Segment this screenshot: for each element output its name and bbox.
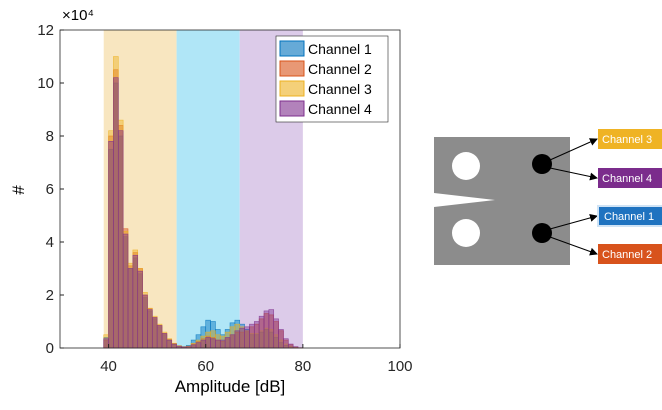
- sensor: [532, 154, 552, 174]
- legend-label: Channel 2: [308, 61, 372, 77]
- x-axis-label: Amplitude [dB]: [175, 377, 286, 396]
- x-tick-label: 100: [387, 358, 412, 375]
- y-tick-label: 12: [37, 22, 54, 39]
- histogram-bar: [162, 333, 167, 348]
- legend-swatch: [280, 81, 304, 96]
- specimen-diagram: Channel 3 Channel 4 Channel 1 Channel 2: [434, 129, 662, 265]
- histogram-bar: [235, 331, 240, 348]
- histogram-bar: [118, 131, 123, 348]
- histogram-bar: [157, 325, 162, 348]
- y-tick-label: 2: [46, 287, 54, 304]
- y-tick-label: 0: [46, 340, 54, 357]
- histogram-bar: [211, 339, 216, 348]
- x-tick-label: 60: [197, 358, 214, 375]
- histogram-bar: [283, 339, 288, 348]
- y-tick-label: 4: [46, 234, 54, 251]
- y-axis-label: #: [9, 185, 28, 195]
- band: [177, 30, 240, 348]
- histogram-bar: [147, 310, 152, 348]
- histogram-bar: [128, 269, 133, 349]
- histogram-bar: [215, 340, 220, 348]
- hole: [452, 219, 480, 247]
- histogram-bar: [191, 345, 196, 348]
- histogram-bar: [143, 295, 148, 348]
- histogram-bar: [113, 78, 118, 348]
- exponent-label: ×10⁴: [62, 7, 94, 24]
- histogram-bar: [167, 340, 172, 348]
- legend-swatch: [280, 101, 304, 116]
- histogram-bar: [245, 327, 250, 348]
- histogram-bar: [196, 343, 201, 348]
- legend-label: Channel 1: [308, 41, 372, 57]
- hole: [452, 152, 480, 180]
- histogram-bar: [264, 311, 269, 348]
- legend-label: Channel 4: [308, 101, 372, 117]
- channel-label: Channel 2: [602, 249, 652, 261]
- channel-label: Channel 1: [604, 211, 654, 223]
- histogram-bar: [288, 344, 293, 348]
- x-tick-label: 80: [295, 358, 312, 375]
- histogram-bar: [240, 328, 245, 348]
- legend-swatch: [280, 61, 304, 76]
- histogram-bar: [109, 141, 114, 348]
- sensor: [532, 223, 552, 243]
- legend-swatch: [280, 41, 304, 56]
- histogram-bar: [225, 337, 230, 348]
- y-tick-label: 6: [46, 181, 54, 198]
- histogram-bar: [104, 339, 109, 348]
- histogram-bar: [274, 319, 279, 348]
- histogram-bar: [220, 340, 225, 348]
- channel-label: Channel 3: [602, 134, 652, 146]
- histogram-bar: [138, 271, 143, 348]
- histogram-bar: [254, 322, 259, 349]
- y-tick-label: 8: [46, 128, 54, 145]
- histogram-bar: [152, 318, 157, 348]
- legend-label: Channel 3: [308, 81, 372, 97]
- channel-label: Channel 4: [602, 173, 652, 185]
- histogram-bar: [279, 329, 284, 348]
- histogram-bar: [249, 324, 254, 348]
- histogram-bar: [201, 340, 206, 348]
- histogram-bar: [172, 344, 177, 348]
- histogram-bar: [259, 316, 264, 348]
- plot: 40 60 80 100 0 2 4 6 8 10 12 Channel 1 Channel 2 Chan…: [37, 22, 412, 375]
- x-tick-label: 40: [100, 358, 117, 375]
- histogram-bar: [269, 310, 274, 348]
- histogram-bar: [230, 335, 235, 348]
- histogram-bar: [123, 234, 128, 348]
- histogram-bar: [133, 255, 138, 348]
- histogram-bar: [206, 337, 211, 348]
- y-tick-label: 10: [37, 75, 54, 92]
